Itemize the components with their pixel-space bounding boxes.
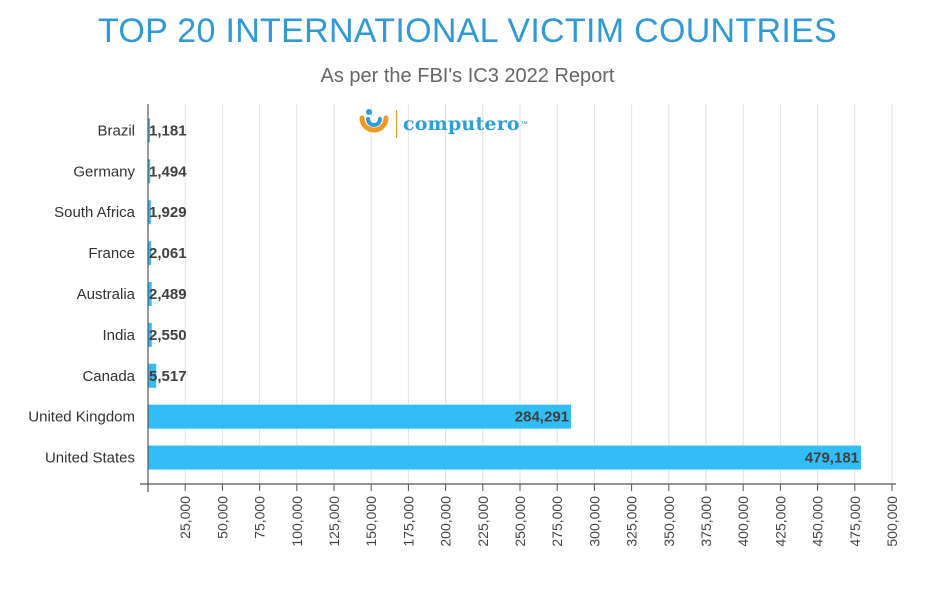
labels: 25,000 50,000 75,000 100,000 125,000 150,000 1… [28, 122, 900, 546]
category-label: Brazil [97, 122, 135, 139]
x-tick-label: 375,000 [698, 496, 714, 547]
bar [148, 282, 152, 306]
logo-wordmark: computero [403, 113, 520, 135]
x-tick-label: 100,000 [289, 496, 305, 547]
category-label: South Africa [54, 204, 136, 221]
computero-swirl-icon [359, 109, 389, 133]
x-tick-label: 450,000 [810, 496, 826, 547]
x-tick-label: 350,000 [661, 496, 677, 547]
x-tick-label: 400,000 [735, 496, 751, 547]
value-label: 5,517 [149, 368, 187, 385]
value-label: 2,061 [149, 245, 187, 262]
bar [148, 118, 150, 143]
value-label: 2,550 [149, 327, 187, 344]
x-tick-label: 200,000 [438, 496, 454, 547]
bars [148, 118, 862, 470]
logo-trademark: ™ [520, 120, 528, 128]
bar [148, 200, 151, 225]
computero-logo: computero ™ [356, 106, 528, 142]
axes [140, 104, 896, 492]
x-tick-label: 225,000 [475, 496, 491, 547]
value-label: 284,291 [515, 409, 569, 426]
chart-subtitle: As per the FBI's IC3 2022 Report [320, 65, 615, 87]
x-tick-label: 75,000 [252, 496, 268, 539]
x-tick-label: 500,000 [884, 496, 900, 547]
x-tick-label: 475,000 [847, 496, 863, 547]
value-label: 1,929 [149, 204, 187, 221]
x-tick-label: 300,000 [586, 496, 602, 547]
category-label: United States [45, 450, 135, 467]
x-tick-label: 275,000 [549, 496, 565, 547]
x-tick-label: 175,000 [400, 496, 416, 547]
x-tick-label: 250,000 [512, 496, 528, 547]
x-tick-label: 25,000 [177, 496, 193, 539]
category-label: India [102, 327, 135, 344]
bar [148, 159, 151, 184]
value-label: 479,181 [805, 450, 859, 467]
value-label: 1,494 [149, 163, 187, 180]
bar [148, 363, 157, 388]
value-label: 2,489 [149, 286, 187, 303]
value-label: 1,181 [149, 122, 187, 139]
x-tick-label: 425,000 [772, 496, 788, 547]
category-label: Germany [73, 163, 135, 180]
bar [148, 404, 572, 429]
category-label: Australia [77, 286, 136, 303]
x-tick-label: 50,000 [214, 496, 230, 539]
chart-title: TOP 20 INTERNATIONAL VICTIM COUNTRIES [97, 12, 838, 50]
x-tick-label: 150,000 [363, 496, 379, 547]
bar [148, 322, 152, 347]
category-label: France [88, 245, 135, 262]
x-tick-label: 125,000 [326, 496, 342, 547]
logo-divider [396, 110, 397, 138]
category-label: Canada [82, 368, 135, 385]
bar [148, 241, 152, 266]
x-tick-label: 325,000 [624, 496, 640, 547]
category-label: United Kingdom [28, 409, 135, 426]
bar [148, 445, 862, 470]
